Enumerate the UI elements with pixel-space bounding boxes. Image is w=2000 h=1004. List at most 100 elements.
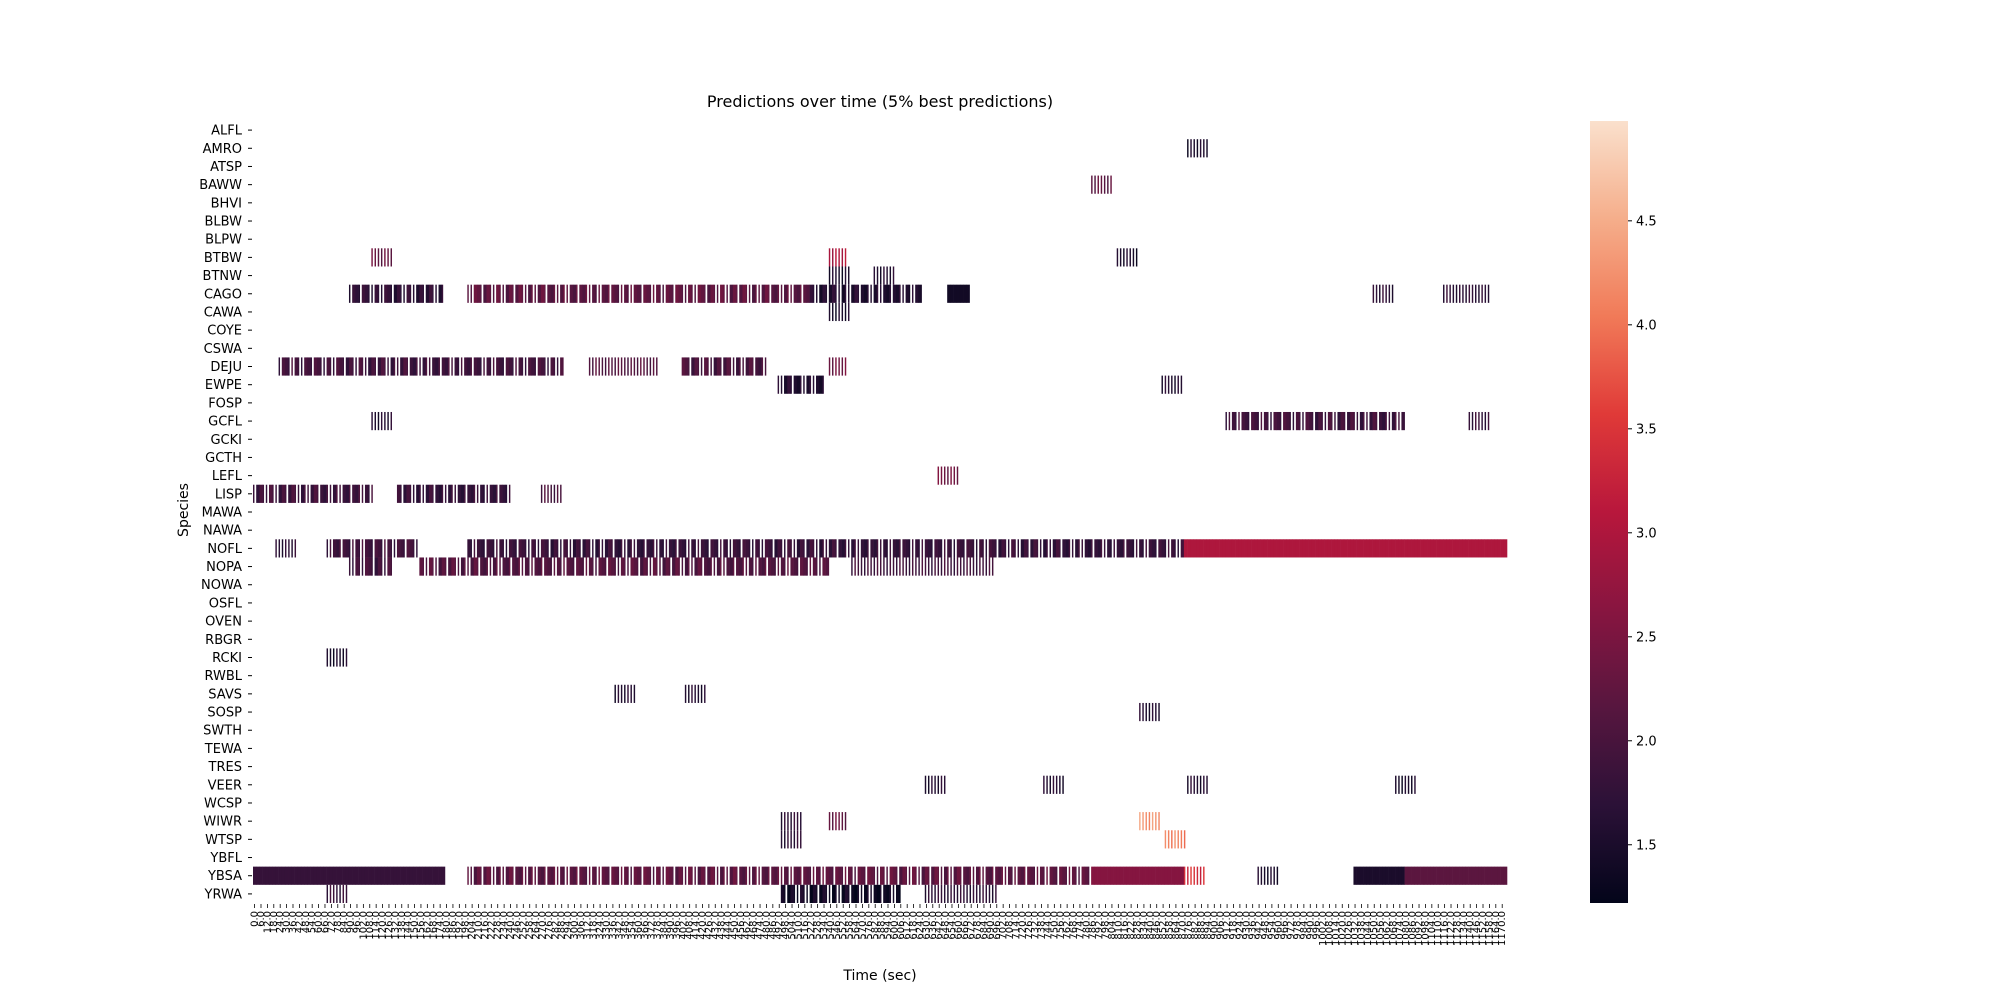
heatmap-cell [809,539,814,558]
heatmap-cell [588,866,591,885]
heatmap-cell [515,284,519,303]
heatmap-cell [1177,830,1179,849]
heatmap-cell [953,884,956,903]
heatmap-cell [940,539,943,558]
heatmap-cell [486,284,491,303]
x-tick-label: 150.0 [410,911,421,940]
heatmap-cell [902,284,904,303]
heatmap-cell [412,484,415,503]
heatmap-cell [825,557,830,576]
heatmap-cell [380,866,385,885]
x-tick-label: 426.0 [704,911,715,940]
heatmap-cell [352,539,354,558]
heatmap-cell [1167,866,1172,885]
x-tick-label: 618.0 [909,911,920,940]
x-tick-label: 156.0 [416,911,427,940]
heatmap-cell [1366,866,1370,885]
heatmap-cell [560,484,562,503]
heatmap-cell [652,357,655,376]
heatmap-cell [316,866,321,885]
heatmap-cell [771,284,775,303]
heatmap-cell-group [1187,775,1208,794]
heatmap-cell [348,866,353,885]
heatmap-cell [467,484,471,503]
heatmap-cell [691,284,693,303]
heatmap-cell [864,539,868,558]
heatmap-cell [438,484,443,503]
heatmap-cell [1174,539,1176,558]
heatmap-cell [793,866,798,885]
heatmap-cell [288,866,292,885]
heatmap-cell [518,357,523,376]
heatmap-cell [742,284,746,303]
heatmap-cell [1359,866,1364,885]
heatmap-cell [659,557,661,576]
heatmap-cell-group [467,284,810,303]
heatmap-cell [950,284,954,303]
heatmap-cell [982,539,984,558]
x-tick-label: 396.0 [672,911,683,940]
heatmap-cell [1113,539,1115,558]
heatmap-cell [1334,411,1336,431]
heatmap-cell [358,484,361,503]
heatmap-cell [652,284,655,303]
heatmap-cell [457,484,462,503]
heatmap-cell [838,539,842,558]
heatmap-cell [259,866,263,885]
x-tick-label: 624.0 [915,911,926,940]
x-tick-label: 894.0 [1203,911,1214,940]
x-tick-label: 12.0 [262,911,273,933]
heatmap-cell [576,539,580,558]
heatmap-cell [822,557,826,576]
heatmap-cell [460,484,465,503]
heatmap-cell [1407,866,1412,885]
heatmap-cell [758,539,760,558]
heatmap-cell [1340,539,1345,558]
y-tick-label: SAVS [208,687,242,702]
heatmap-cell [1305,539,1309,558]
heatmap-cell [927,539,932,558]
heatmap-cell [672,557,676,576]
x-tick-label: 966.0 [1280,911,1291,940]
heatmap-cell [943,884,946,903]
x-tick-label: 258.0 [525,911,536,940]
heatmap-cell [1257,411,1259,431]
heatmap-cell [662,866,664,885]
heatmap-cell [1404,775,1407,794]
heatmap-cell [1372,411,1377,431]
heatmap-cell [902,557,904,576]
heatmap-cell [380,357,385,376]
heatmap-cell [1043,775,1045,794]
heatmap-cell [460,557,465,576]
heatmap-cell [1263,866,1266,885]
heatmap-cell [556,357,559,376]
heatmap-cell [278,357,281,376]
heatmap-cell [828,866,833,885]
heatmap-cell [496,484,498,503]
heatmap-cell [950,557,952,576]
x-tick-label: 714.0 [1011,911,1022,940]
heatmap-cell [710,284,714,303]
heatmap-cell [809,884,814,903]
heatmap-cell [643,357,645,376]
heatmap-cell [1043,539,1047,558]
heatmap-cell [860,884,863,903]
heatmap-cell [1452,866,1457,885]
heatmap-cell [1487,411,1490,431]
x-tick-label: 852.0 [1158,911,1169,940]
heatmap-cell [966,284,970,303]
heatmap-cell [1391,284,1394,303]
heatmap-cell-group [924,775,946,794]
heatmap-cell [348,484,351,503]
heatmap-cell [592,539,594,558]
heatmap-cell-group [1372,284,1394,303]
heatmap-cell [800,830,802,849]
heatmap-cell [905,866,908,885]
heatmap-cell [963,284,967,303]
heatmap-cell [476,284,481,303]
heatmap-cell [784,375,788,394]
x-tick-label: 78.0 [333,911,344,933]
heatmap-cell [1369,866,1373,885]
heatmap-cell [816,866,820,885]
x-tick-label: 594.0 [883,911,894,940]
